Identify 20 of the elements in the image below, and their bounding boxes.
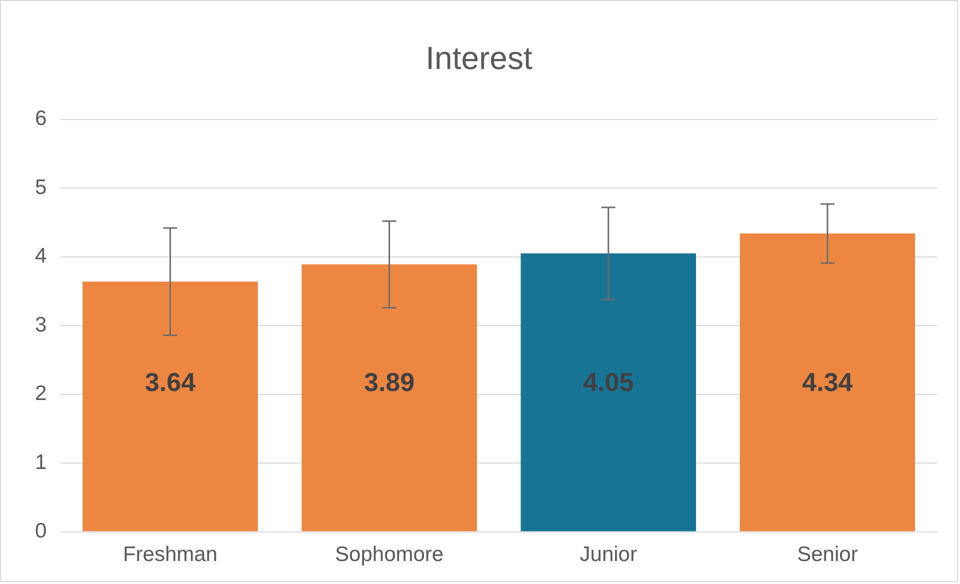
y-tick-label: 6 — [34, 107, 47, 130]
x-tick-label: Freshman — [122, 543, 218, 566]
y-tick-label: 2 — [34, 382, 47, 406]
data-label: 4.05 — [583, 367, 634, 398]
x-tick-label: Junior — [580, 543, 637, 566]
y-tick-label: 3 — [34, 313, 47, 336]
bar — [740, 234, 916, 532]
x-tick-label: Senior — [797, 543, 858, 566]
bar — [302, 264, 477, 532]
bar — [82, 282, 258, 532]
data-label: 4.34 — [802, 367, 854, 398]
chart-title: Interest — [426, 40, 532, 76]
data-label: 3.89 — [364, 367, 415, 398]
bar — [520, 253, 696, 532]
y-tick-label: 0 — [34, 520, 47, 543]
y-tick-label: 4 — [34, 244, 47, 268]
y-tick-label: 1 — [34, 450, 47, 474]
y-tick-label: 5 — [34, 176, 47, 199]
x-tick-label: Sophomore — [335, 543, 444, 566]
data-label: 3.64 — [144, 367, 196, 398]
